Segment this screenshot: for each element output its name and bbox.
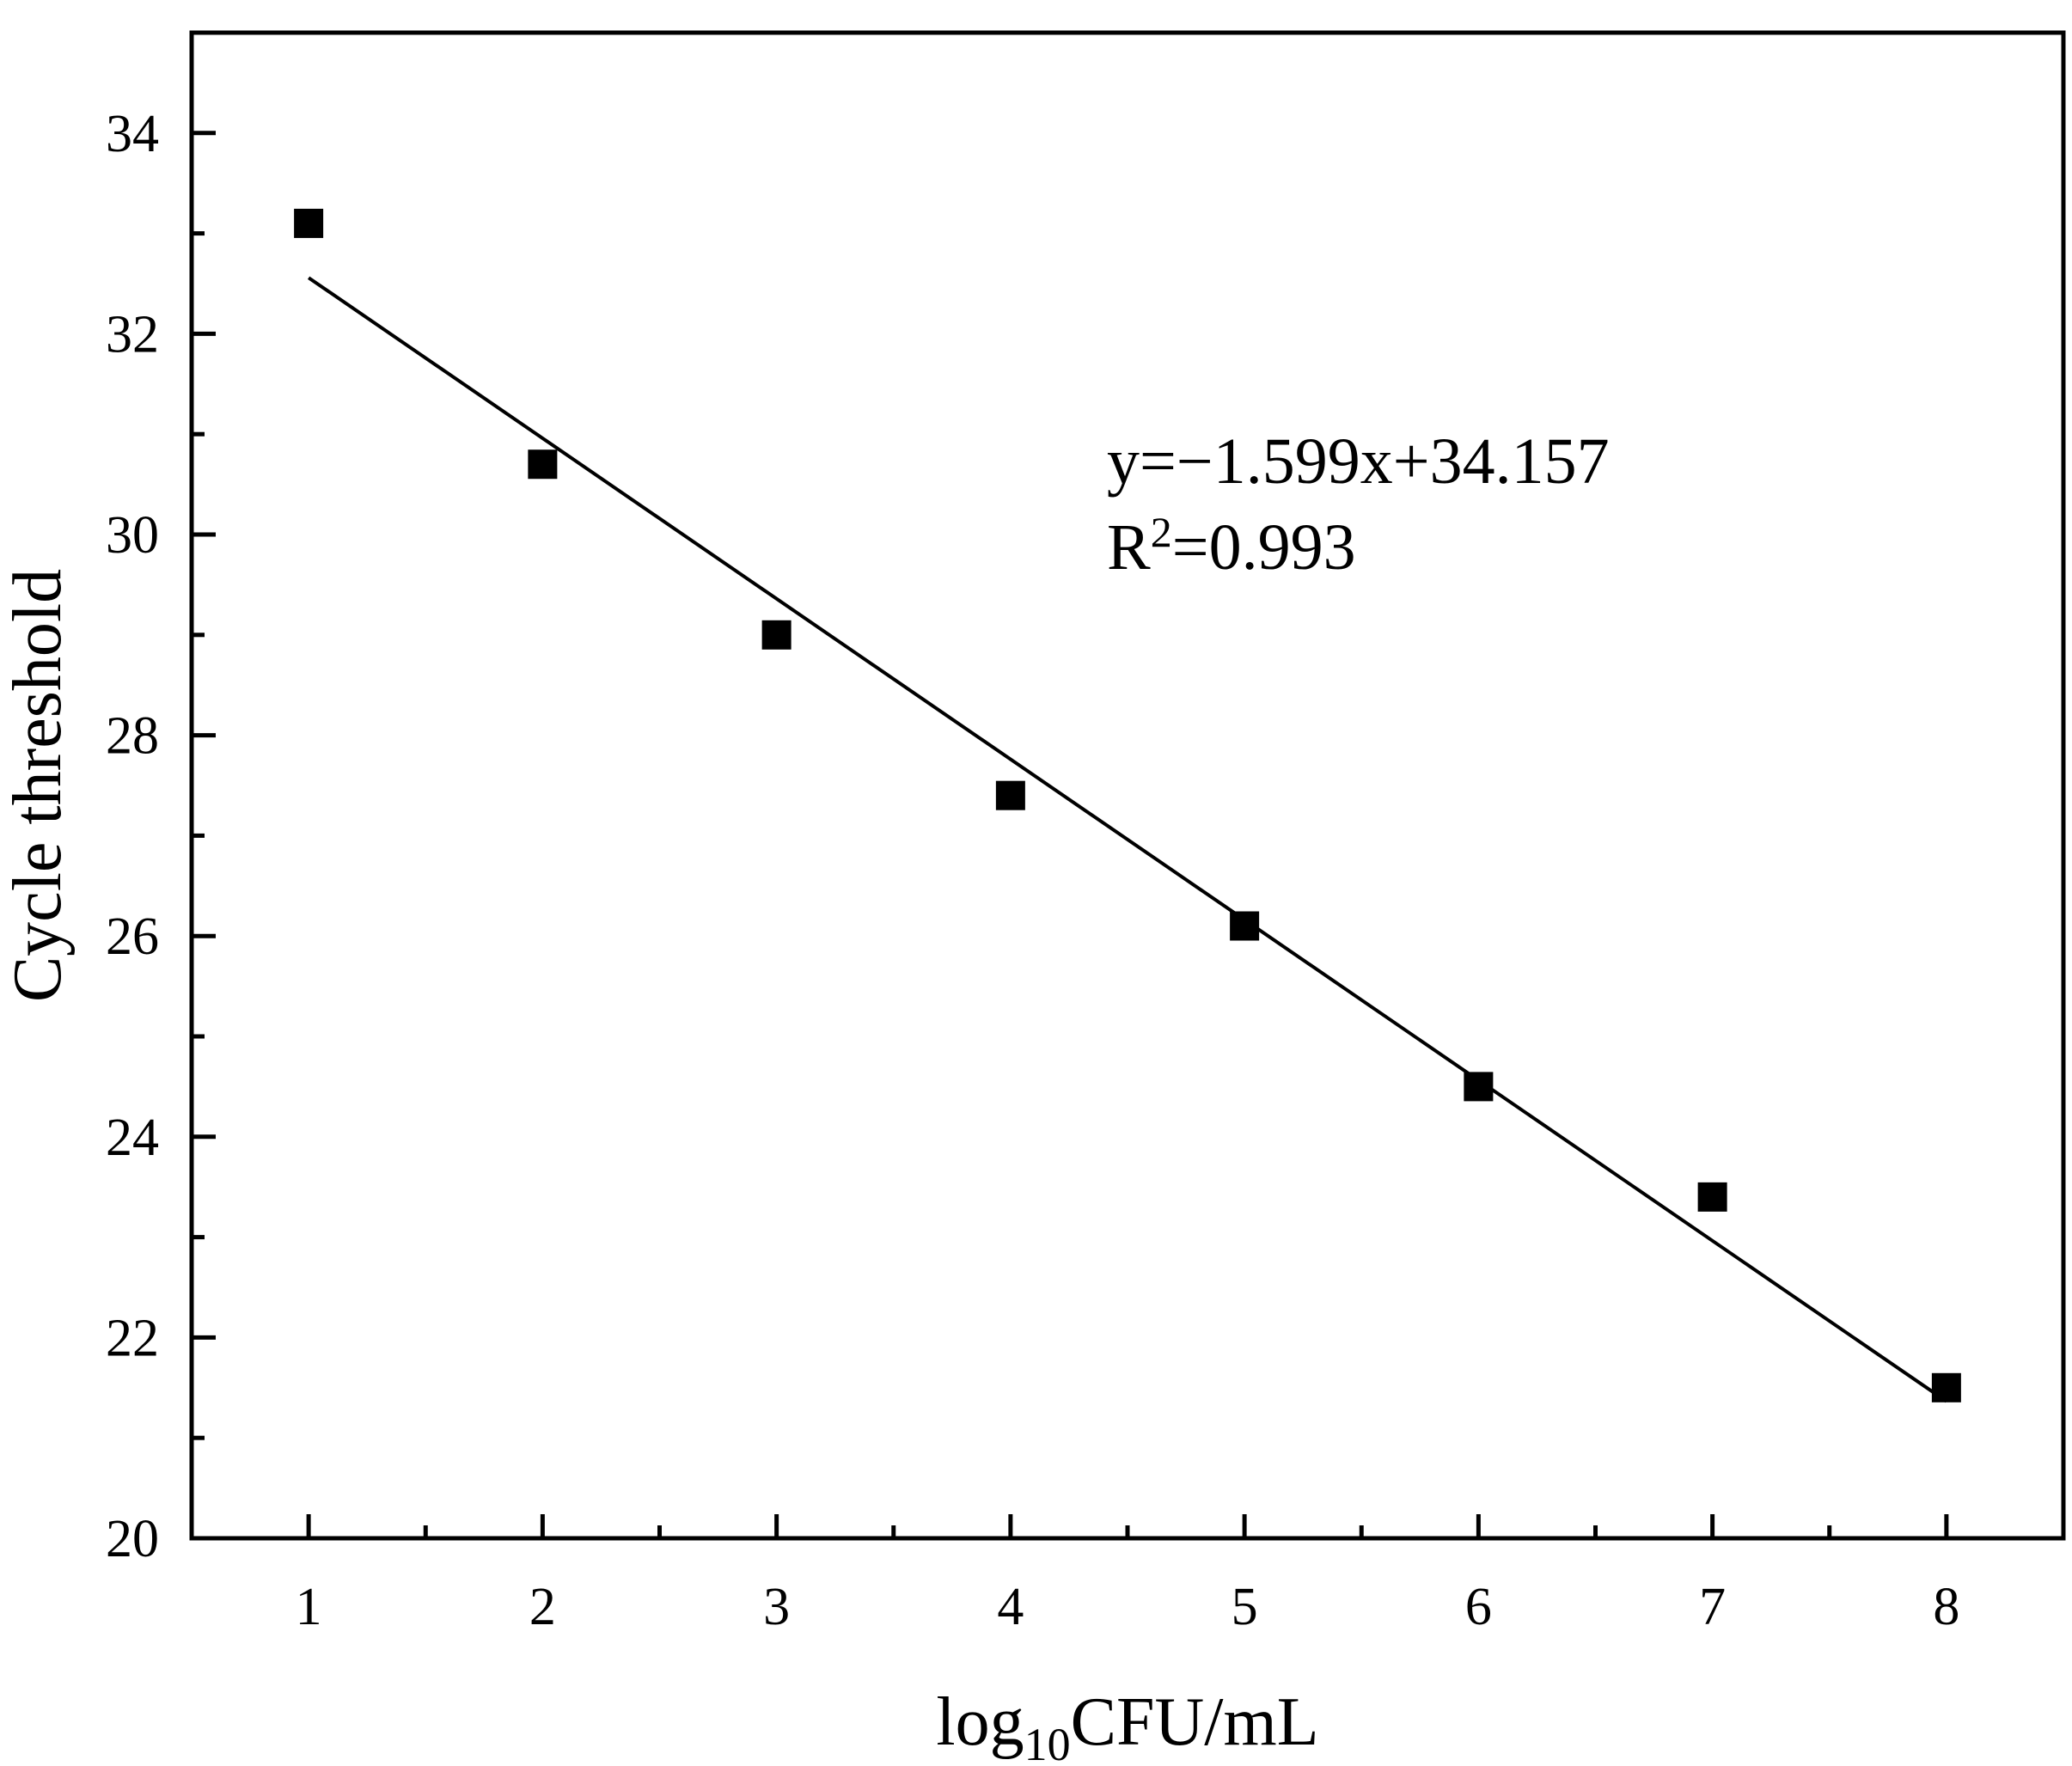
- data-point: [1931, 1372, 1961, 1402]
- x-title-subscript: 10: [1024, 1719, 1071, 1766]
- x-tick-label: 4: [997, 1578, 1024, 1636]
- y-tick-label: 30: [106, 506, 159, 565]
- data-point: [761, 620, 792, 650]
- y-tick-label: 32: [106, 305, 159, 364]
- data-point: [1697, 1182, 1727, 1212]
- y-tick-label: 20: [106, 1510, 159, 1568]
- x-axis-ticks: [306, 1514, 1949, 1538]
- x-title-main: log: [936, 1684, 1024, 1760]
- x-axis-title: log10CFU/mL: [936, 1684, 1318, 1766]
- x-tick-label: 5: [1232, 1578, 1258, 1636]
- y-tick-label: 22: [106, 1309, 159, 1367]
- y-tick-label: 26: [106, 907, 159, 966]
- data-point: [294, 208, 324, 238]
- x-tick-label: 6: [1465, 1578, 1492, 1636]
- y-axis-title: Cycle threshold: [0, 569, 76, 1002]
- r-main: R: [1107, 511, 1151, 584]
- data-point: [1464, 1072, 1494, 1102]
- r-superscript: 2: [1151, 508, 1172, 556]
- fit-line: [307, 276, 1948, 1403]
- y-tick-label: 28: [106, 707, 159, 766]
- x-tick-label: 3: [763, 1578, 790, 1636]
- r-value: =0.993: [1172, 511, 1356, 584]
- y-tick-label: 34: [106, 105, 159, 163]
- x-tick-label: 2: [529, 1578, 556, 1636]
- y-axis-ticks: [192, 131, 216, 1541]
- data-point: [1230, 911, 1260, 941]
- plot-frame: [189, 30, 2066, 1541]
- data-points: [294, 208, 1961, 1402]
- x-axis-tick-labels: 1 2 3 4 5 6 7 8: [296, 1578, 1960, 1636]
- annotation-equation: y=−1.599x+34.157: [1107, 425, 1610, 498]
- y-tick-label: 24: [106, 1109, 159, 1167]
- x-tick-label: 7: [1699, 1578, 1726, 1636]
- annotation-r-squared: R2=0.993: [1107, 508, 1356, 584]
- data-point: [995, 780, 1025, 810]
- x-title-rest: CFU/mL: [1071, 1684, 1319, 1760]
- y-axis-tick-labels: 20 22 24 26 28 30 32 34: [106, 105, 159, 1568]
- data-point: [528, 449, 558, 480]
- x-tick-label: 1: [296, 1578, 322, 1636]
- x-tick-label: 8: [1933, 1578, 1959, 1636]
